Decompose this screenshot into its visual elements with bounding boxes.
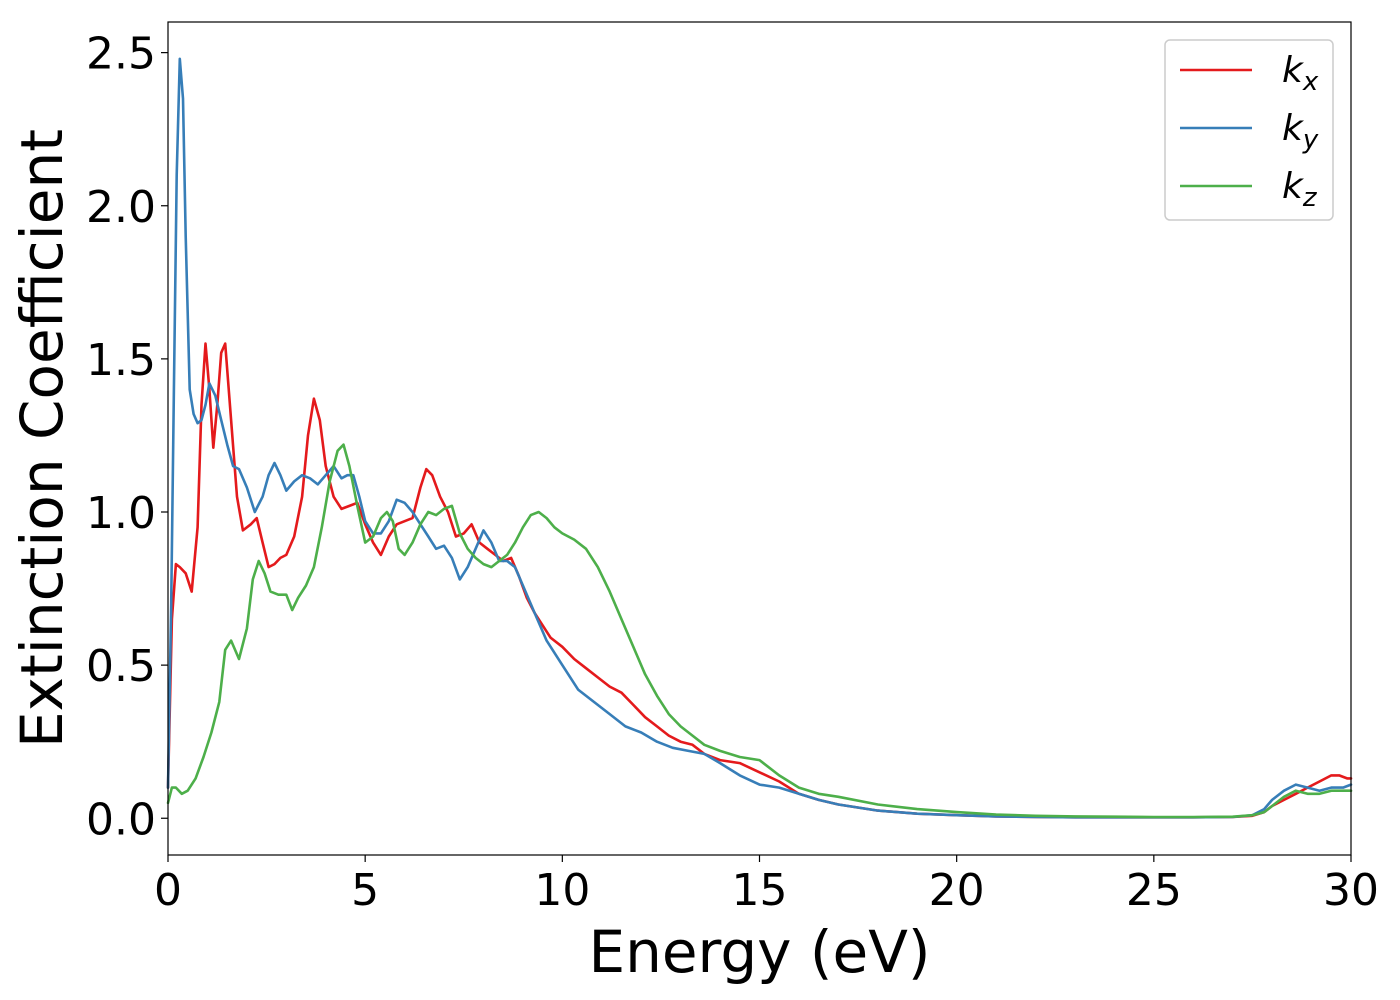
- y-axis-title: Extinction Coefficient: [8, 129, 76, 748]
- x-tick-label: 20: [929, 865, 985, 916]
- y-tick-label: 0.5: [86, 641, 156, 692]
- x-tick-label: 25: [1126, 865, 1182, 916]
- series-line-ky: [166, 57, 1353, 819]
- x-axis: 0 5 10 15 20 25 30: [154, 855, 1379, 916]
- y-tick-label: 2.0: [86, 182, 156, 233]
- legend-box: [1164, 39, 1334, 221]
- x-tick-label: 0: [154, 865, 182, 916]
- x-tick-label: 5: [351, 865, 379, 916]
- x-tick-label: 10: [534, 865, 590, 916]
- y-tick-label: 1.5: [86, 335, 156, 386]
- series-lines: [166, 57, 1353, 819]
- plot-area: [168, 22, 1351, 855]
- x-tick-label: 30: [1323, 865, 1379, 916]
- x-axis-title: Energy (eV): [588, 918, 930, 986]
- y-tick-label: 0.0: [86, 794, 156, 845]
- y-tick-label: 2.5: [86, 29, 156, 80]
- x-tick-label: 15: [732, 865, 788, 916]
- y-tick-label: 1.0: [86, 488, 156, 539]
- series-line-kz: [166, 443, 1353, 819]
- y-axis: 0.0 0.5 1.0 1.5 2.0 2.5: [86, 29, 168, 845]
